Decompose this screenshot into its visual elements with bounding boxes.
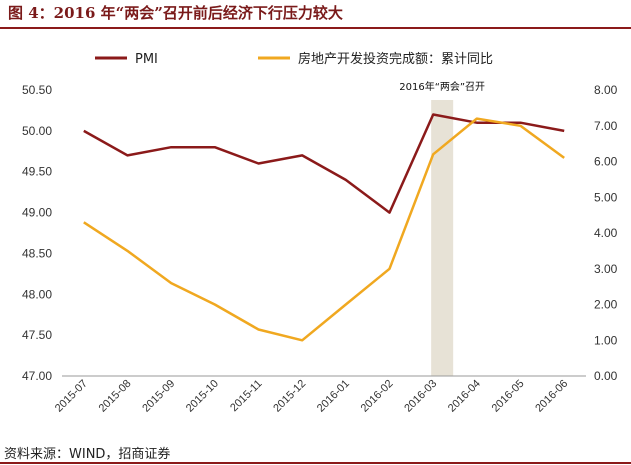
bottom-rule	[0, 462, 631, 464]
y-left-tick-label: 47.00	[22, 369, 52, 383]
x-tick-label: 2015-11	[228, 378, 264, 414]
title-rule	[0, 27, 631, 29]
x-tick-label: 2015-07	[53, 378, 90, 415]
y-left-tick-label: 48.50	[22, 246, 52, 260]
figure-title: 图 4：2016 年“两会”召开前后经济下行压力较大	[8, 4, 343, 22]
x-tick-label: 2016-05	[490, 378, 527, 415]
y-right-tick-label: 8.00	[594, 83, 618, 97]
x-tick-label: 2015-09	[140, 378, 177, 415]
x-tick-label: 2016-01	[315, 378, 352, 415]
x-tick-label: 2015-10	[184, 378, 221, 415]
y-left-tick-label: 49.00	[22, 206, 52, 220]
annotation-band	[431, 100, 454, 376]
y-left-tick-label: 50.50	[22, 83, 52, 97]
x-tick-label: 2016-02	[359, 378, 396, 415]
series-line-realestate	[83, 117, 565, 342]
legend-label-pmi: PMI	[135, 52, 158, 67]
source-note: 资料来源：WIND，招商证券	[4, 447, 171, 462]
y-left-tick-label: 50.00	[22, 124, 52, 138]
x-tick-label: 2015-12	[271, 378, 308, 415]
x-tick-label: 2015-08	[97, 378, 134, 415]
y-right-tick-label: 5.00	[594, 190, 618, 204]
series-line-pmi	[83, 113, 565, 214]
y-right-tick-label: 7.00	[594, 119, 618, 133]
x-tick-label: 2016-04	[446, 378, 483, 415]
y-right-tick-label: 3.00	[594, 262, 618, 276]
legend-label-realestate: 房地产开发投资完成额：累计同比	[298, 51, 493, 67]
y-left-tick-label: 48.00	[22, 287, 52, 301]
y-right-tick-label: 0.00	[594, 369, 618, 383]
y-left-tick-label: 47.50	[22, 328, 52, 342]
y-right-tick-label: 4.00	[594, 226, 618, 240]
x-tick-label: 2016-06	[533, 378, 570, 415]
y-right-tick-label: 2.00	[594, 298, 618, 312]
annotation-label: 2016年“两会”召开	[399, 80, 485, 93]
y-right-tick-label: 6.00	[594, 155, 618, 169]
y-right-tick-label: 1.00	[594, 333, 618, 347]
x-tick-label: 2016-03	[402, 378, 439, 415]
y-left-tick-label: 49.50	[22, 165, 52, 179]
